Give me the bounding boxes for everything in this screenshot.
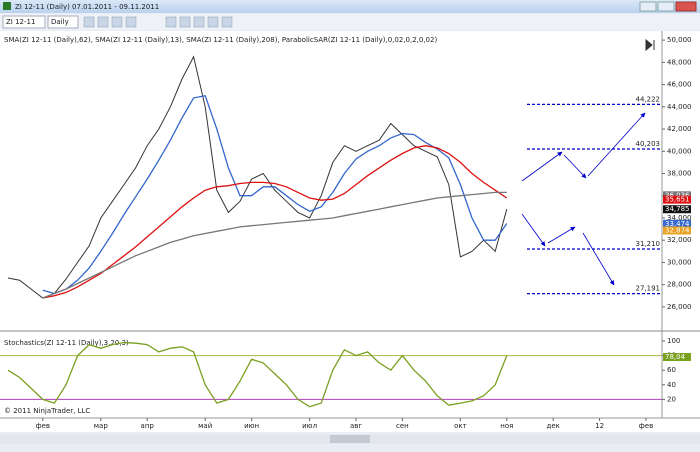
y-tick-label: 30,000 (667, 258, 692, 266)
projection-arrow (563, 154, 587, 179)
y-tick-label: 44,000 (667, 103, 692, 111)
price-box (663, 226, 691, 235)
y-tick-label: 42,000 (667, 125, 692, 133)
chart-area (0, 31, 700, 432)
projection-arrow (521, 213, 546, 247)
price-box-label: 32,874 (665, 226, 690, 234)
tool-button[interactable] (125, 16, 137, 28)
tool-button[interactable] (221, 16, 233, 28)
x-tick-label: сен (396, 422, 409, 430)
price-box-label: 33,474 (665, 220, 690, 228)
y-tick-label: 40,000 (667, 147, 692, 155)
y-tick-label: 100 (667, 337, 680, 345)
maximize-button[interactable] (657, 1, 675, 12)
tool-button[interactable] (97, 16, 109, 28)
series-line (42, 191, 507, 299)
level-label: 27,191 (636, 285, 661, 293)
copyright: © 2011 NinjaTrader, LLC (4, 407, 90, 415)
y-tick-label: 38,000 (667, 170, 692, 178)
y-tick-label: 34,000 (667, 214, 692, 222)
x-tick-label: авг (350, 422, 362, 430)
price-box-label: 34,785 (665, 205, 690, 213)
window-title: ZI 12-11 (Daily) 07.01.2011 - 09.11.2011 (15, 3, 159, 11)
y-tick-label: 28,000 (667, 281, 692, 289)
scrollbar-thumb[interactable] (330, 435, 370, 443)
x-tick-label: фев (639, 422, 653, 430)
x-tick-label: ноя (500, 422, 513, 430)
tool-button[interactable] (111, 16, 123, 28)
y-tick-label: 32,000 (667, 236, 692, 244)
x-tick-label: май (198, 422, 212, 430)
minimize-button[interactable] (639, 1, 657, 12)
interval: Daily (51, 18, 69, 26)
x-tick-label: июл (302, 422, 317, 430)
projection-arrow (582, 232, 615, 286)
scroll-end-button[interactable] (645, 38, 655, 52)
series-line (7, 55, 508, 299)
price-box (663, 205, 691, 214)
app-icon (3, 2, 11, 10)
x-tick-label: окт (454, 422, 467, 430)
tool-button[interactable] (165, 16, 177, 28)
projection-arrow (547, 226, 576, 244)
price-box (663, 195, 691, 204)
x-tick-label: дек (547, 422, 560, 430)
y-tick-label: 48,000 (667, 58, 692, 66)
series-line (7, 341, 508, 408)
title-bar (0, 0, 700, 13)
price-box-label: 35,651 (665, 196, 690, 204)
level-label: 40,203 (636, 140, 661, 148)
indicator-legend: SMA(ZI 12-11 (Daily),62), SMA(ZI 12-11 (… (4, 36, 437, 44)
y-tick-label: 46,000 (667, 81, 692, 89)
y-tick-label: 50,000 (667, 36, 692, 44)
x-tick-label: июн (244, 422, 259, 430)
price-box (663, 353, 691, 362)
interval-selector[interactable] (47, 15, 79, 29)
close-button[interactable] (675, 1, 697, 12)
projection-arrow (521, 151, 563, 182)
series-line (42, 94, 508, 295)
y-tick-label: 40 (667, 381, 676, 389)
x-tick-label: 12 (595, 422, 604, 430)
level-label: 44,222 (636, 95, 661, 103)
x-tick-label: мар (94, 422, 109, 430)
level-label: 31,210 (636, 240, 661, 248)
tool-button[interactable] (207, 16, 219, 28)
price-box (663, 219, 691, 228)
tool-button[interactable] (83, 16, 95, 28)
projection-arrow (587, 112, 646, 177)
price-box (663, 191, 691, 200)
series-line (42, 145, 508, 299)
indicator-legend: Stochastics(ZI 12-11 (Daily),3,20,3) (4, 339, 129, 347)
instrument: ZI 12-11 (6, 18, 35, 26)
price-box-label: 78,04 (665, 353, 686, 361)
tool-button[interactable] (179, 16, 191, 28)
x-tick-label: апр (141, 422, 155, 430)
tool-button[interactable] (193, 16, 205, 28)
instrument-selector[interactable] (2, 15, 46, 29)
y-tick-label: 20 (667, 395, 676, 403)
price-box-label: 36,036 (665, 191, 690, 199)
y-tick-label: 26,000 (667, 303, 692, 311)
y-tick-label: 60 (667, 366, 676, 374)
x-tick-label: фев (36, 422, 50, 430)
